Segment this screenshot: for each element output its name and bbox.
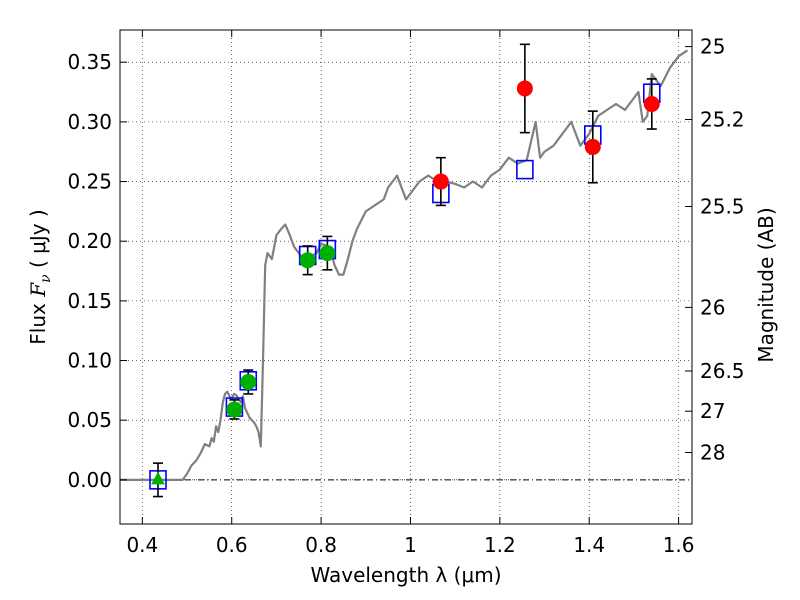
red-data-point [432,173,449,190]
x-tick-label: 0.8 [305,533,337,557]
x-tick-label: 1.6 [663,533,695,557]
x-axis-title: Wavelength λ (μm) [310,563,501,587]
y-tick-label: 0.25 [67,170,112,194]
model-spectrum-line [120,49,689,481]
y-axis-title-right: Magnitude (AB) [754,207,778,362]
x-tick-label: 1 [404,533,417,557]
y-axis-title-math-sub: ν [38,274,54,283]
right-axis-tick-label: 28 [700,441,725,465]
green-data-point [240,374,257,391]
y-tick-label: 0.30 [67,110,112,134]
ticks [120,30,692,524]
svg-text:Flux Fν: Flux Fν ( μJy ) [26,209,54,344]
upper-limit-triangle [151,471,165,485]
x-tick-label: 1.2 [484,533,516,557]
plot-frame [119,29,693,525]
red-data-point [516,80,533,97]
x-tick-label: 1.4 [573,533,605,557]
y-tick-label: 0.20 [67,229,112,253]
right-axis-tick-label: 26.5 [700,359,745,383]
tick-labels: 0.4 0.6 0.8 1 1.2 1.4 1.6 0.00 0.05 0.10 0.15 0.20 0… [67,35,744,557]
right-axis-tick-label: 25 [700,35,725,59]
right-axis-tick-label: 27 [700,399,725,423]
red-data-point [643,95,660,112]
y-tick-label: 0.05 [67,408,112,432]
y-tick-label: 0.00 [67,468,112,492]
x-tick-label: 0.6 [216,533,248,557]
x-tick-label: 0.4 [126,533,158,557]
right-axis-tick-label: 25.5 [700,194,745,218]
red-data-point [584,138,601,155]
y-axis-title-text: Flux [26,303,50,345]
model-band-square [516,159,534,180]
green-data-point [319,245,336,262]
grid [120,30,692,524]
y-tick-label: 0.15 [67,289,112,313]
y-axis-title-unit: ( μJy ) [26,209,50,268]
y-axis-title-left: Flux Fν ( μJy ) [26,209,54,344]
y-tick-label: 0.35 [67,50,112,74]
y-axis-title-math: F [26,282,50,298]
right-axis-tick-label: 25.2 [700,107,745,131]
green-data-point [299,252,316,269]
data-points [151,80,660,485]
green-data-point [226,401,243,418]
y-tick-label: 0.10 [67,349,112,373]
model-spectrum-layer [120,49,689,481]
right-axis-tick-label: 26 [700,295,725,319]
